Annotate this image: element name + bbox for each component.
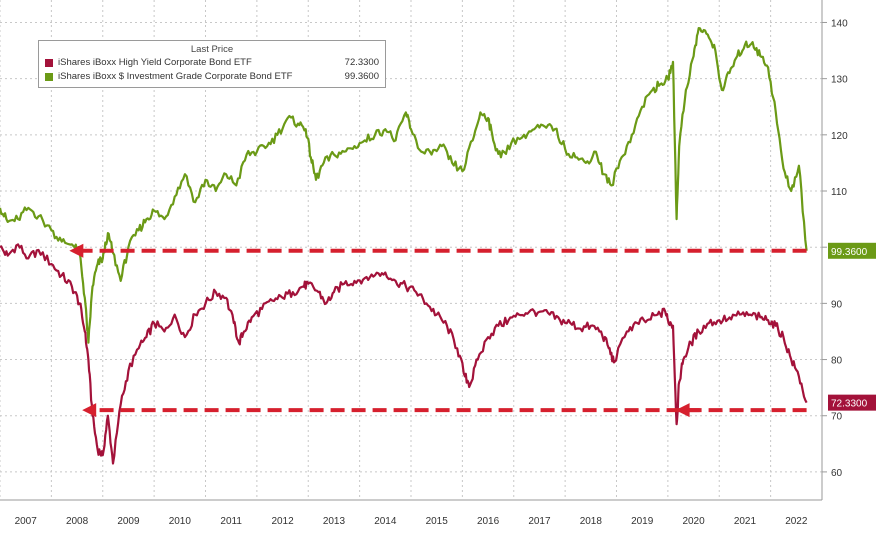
legend-value-investment-grade: 99.3600 <box>344 71 379 82</box>
y-tick-label: 110 <box>831 187 847 198</box>
x-tick-label: 2019 <box>631 516 654 527</box>
x-tick-label: 2009 <box>117 516 140 527</box>
x-tick-label: 2016 <box>477 516 500 527</box>
x-tick-label: 2018 <box>580 516 603 527</box>
y-tick-label: 90 <box>831 299 843 310</box>
y-tick-label: 60 <box>831 468 843 479</box>
x-tick-label: 2017 <box>528 516 551 527</box>
x-tick-label: 2013 <box>323 516 346 527</box>
x-tick-label: 2007 <box>15 516 38 527</box>
last-price-badge <box>828 242 876 259</box>
y-tick-label: 80 <box>831 356 843 367</box>
series-line <box>0 27 808 344</box>
last-price-badge <box>828 394 876 411</box>
axes: 60 70 80 90 110 120 130 140 2007 2008 2009 2010 2011… <box>0 0 848 527</box>
x-tick-label: 2011 <box>220 516 242 527</box>
legend-swatch-investment-grade <box>45 72 53 81</box>
annotation-arrowhead <box>82 403 97 418</box>
y-tick-label: 70 <box>831 412 843 423</box>
legend-title: Last Price <box>190 44 234 55</box>
annotation-arrowhead <box>675 403 690 418</box>
x-tick-label: 2008 <box>66 516 89 527</box>
annotation-layer <box>69 243 807 418</box>
x-tick-label: 2012 <box>271 516 294 527</box>
legend-label-high-yield: iShares iBoxx High Yield Corporate Bond … <box>58 57 252 68</box>
last-price-badges: 72.3300 99.3600 <box>828 242 876 411</box>
y-tick-label: 130 <box>831 75 848 86</box>
legend: Last Price iShares iBoxx High Yield Corp… <box>38 40 386 88</box>
series-line <box>0 243 808 465</box>
legend-item-high-yield: iShares iBoxx High Yield Corporate Bond … <box>45 56 379 69</box>
x-tick-label: 2020 <box>682 516 705 527</box>
legend-swatch-high-yield <box>45 58 53 67</box>
last-price-label: 99.3600 <box>831 247 868 258</box>
legend-item-investment-grade: iShares iBoxx $ Investment Grade Corpora… <box>45 70 379 83</box>
x-tick-label: 2015 <box>426 516 449 527</box>
x-tick-label: 2010 <box>169 516 192 527</box>
x-tick-label: 2014 <box>374 516 397 527</box>
y-tick-label: 120 <box>831 131 848 142</box>
x-tick-label: 2022 <box>785 516 808 527</box>
x-tick-label: 2021 <box>734 516 757 527</box>
series-layer <box>0 27 808 465</box>
y-tick-label: 140 <box>831 18 848 29</box>
annotation-arrowhead <box>69 243 84 258</box>
legend-value-high-yield: 72.3300 <box>344 57 379 68</box>
last-price-label: 72.3300 <box>831 399 868 410</box>
legend-label-investment-grade: iShares iBoxx $ Investment Grade Corpora… <box>58 71 293 82</box>
